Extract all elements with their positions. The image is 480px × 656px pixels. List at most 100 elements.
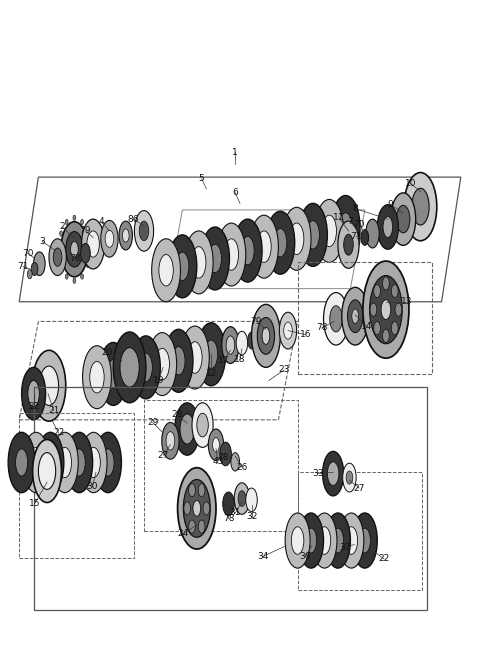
Text: 28: 28	[171, 410, 182, 419]
Ellipse shape	[22, 367, 46, 420]
Ellipse shape	[324, 293, 348, 345]
Ellipse shape	[152, 239, 180, 302]
Ellipse shape	[352, 513, 377, 568]
Ellipse shape	[223, 492, 234, 516]
Ellipse shape	[34, 252, 45, 276]
Ellipse shape	[238, 491, 246, 506]
Ellipse shape	[49, 239, 66, 276]
Ellipse shape	[180, 414, 194, 444]
Ellipse shape	[119, 221, 132, 250]
Text: 36: 36	[300, 552, 311, 561]
Ellipse shape	[233, 219, 262, 282]
Ellipse shape	[73, 278, 76, 283]
Text: 6: 6	[232, 188, 238, 197]
Ellipse shape	[88, 247, 91, 252]
Ellipse shape	[101, 220, 118, 257]
Ellipse shape	[370, 303, 377, 316]
Ellipse shape	[23, 432, 49, 493]
Ellipse shape	[139, 353, 152, 382]
Ellipse shape	[192, 247, 206, 278]
Ellipse shape	[139, 221, 149, 241]
Ellipse shape	[113, 332, 146, 403]
Ellipse shape	[374, 321, 381, 335]
Ellipse shape	[39, 366, 59, 405]
Text: 15: 15	[29, 499, 40, 508]
Ellipse shape	[354, 235, 360, 247]
Text: 79: 79	[251, 317, 262, 326]
Text: 7: 7	[348, 217, 353, 226]
Ellipse shape	[65, 219, 68, 224]
Ellipse shape	[285, 513, 310, 568]
Ellipse shape	[8, 432, 35, 493]
Text: 26: 26	[236, 462, 248, 472]
Ellipse shape	[404, 173, 437, 241]
Ellipse shape	[248, 332, 255, 349]
Ellipse shape	[183, 480, 210, 537]
Text: 14: 14	[361, 322, 372, 331]
Ellipse shape	[352, 309, 359, 323]
Ellipse shape	[122, 229, 129, 242]
Ellipse shape	[377, 205, 398, 249]
Ellipse shape	[66, 232, 83, 267]
Text: 12: 12	[205, 369, 217, 379]
Ellipse shape	[73, 215, 76, 220]
Text: 78: 78	[316, 323, 327, 333]
Ellipse shape	[159, 255, 173, 286]
Ellipse shape	[66, 432, 93, 493]
Ellipse shape	[322, 215, 336, 247]
Ellipse shape	[87, 231, 99, 257]
Ellipse shape	[73, 449, 85, 476]
Ellipse shape	[51, 432, 78, 493]
Ellipse shape	[299, 203, 327, 266]
Ellipse shape	[327, 462, 339, 485]
Ellipse shape	[198, 483, 205, 497]
Ellipse shape	[162, 422, 179, 459]
Ellipse shape	[284, 322, 292, 339]
Text: 78: 78	[217, 453, 228, 462]
Text: 32: 32	[246, 512, 257, 522]
Text: 71: 71	[17, 262, 29, 271]
Ellipse shape	[134, 211, 154, 251]
Text: 17: 17	[218, 356, 229, 365]
Ellipse shape	[65, 274, 68, 279]
Text: 3: 3	[39, 237, 45, 246]
Text: 30: 30	[86, 482, 98, 491]
Ellipse shape	[224, 239, 239, 270]
Ellipse shape	[208, 429, 224, 461]
Ellipse shape	[306, 220, 320, 249]
Text: 8: 8	[352, 204, 358, 213]
Text: 27: 27	[353, 483, 365, 493]
Ellipse shape	[391, 321, 398, 335]
Text: 23: 23	[278, 365, 290, 375]
Ellipse shape	[107, 359, 120, 388]
Ellipse shape	[366, 219, 379, 248]
Text: 11: 11	[333, 213, 345, 222]
Ellipse shape	[343, 463, 356, 492]
Ellipse shape	[315, 199, 344, 262]
Ellipse shape	[32, 350, 66, 421]
Ellipse shape	[331, 195, 360, 258]
Ellipse shape	[99, 342, 128, 405]
Ellipse shape	[396, 205, 410, 233]
Text: 33: 33	[312, 469, 324, 478]
Ellipse shape	[383, 277, 389, 290]
Ellipse shape	[122, 355, 137, 386]
Ellipse shape	[363, 261, 409, 358]
Ellipse shape	[15, 449, 28, 476]
Text: 13: 13	[401, 297, 413, 306]
Ellipse shape	[198, 520, 205, 533]
Ellipse shape	[168, 235, 197, 298]
Text: 22: 22	[28, 402, 39, 411]
Ellipse shape	[132, 336, 160, 399]
Bar	[19, 413, 134, 558]
Ellipse shape	[86, 262, 89, 268]
Ellipse shape	[291, 527, 304, 554]
Text: 9: 9	[388, 200, 394, 209]
Text: 43: 43	[212, 457, 224, 466]
Text: 20: 20	[102, 348, 113, 358]
Ellipse shape	[370, 276, 402, 344]
Ellipse shape	[31, 262, 38, 276]
Ellipse shape	[61, 222, 88, 277]
Ellipse shape	[197, 413, 208, 437]
Ellipse shape	[82, 219, 105, 269]
